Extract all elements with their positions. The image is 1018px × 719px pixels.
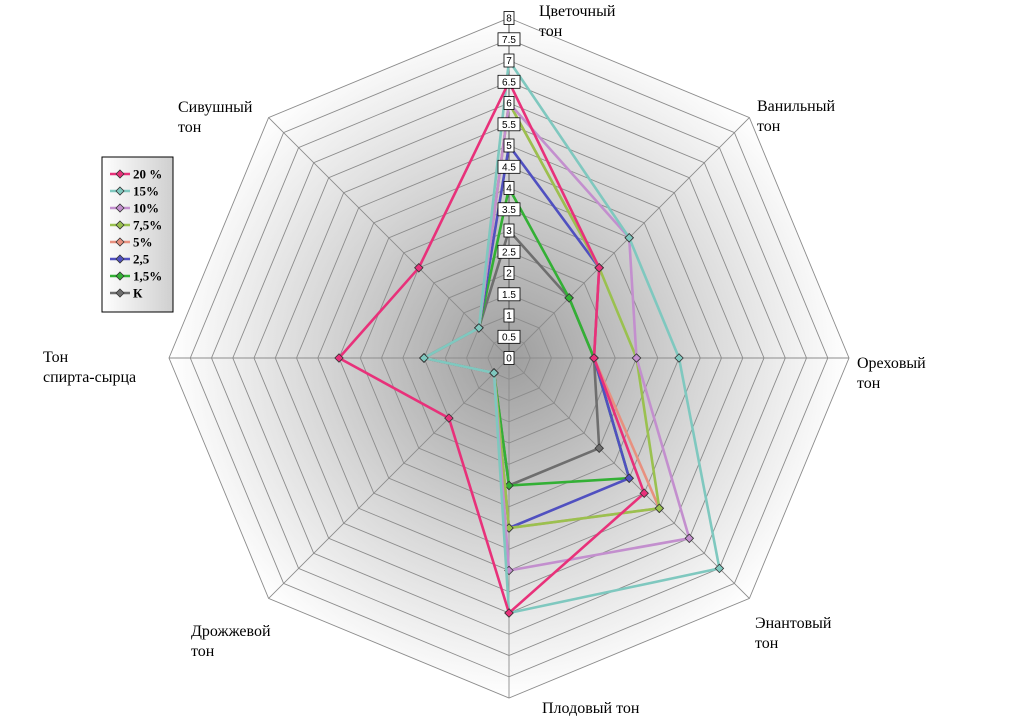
data-point-marker: [474, 323, 484, 333]
legend-label: 7,5%: [133, 218, 162, 233]
legend-swatch-marker: [115, 288, 125, 298]
data-point-marker: [674, 353, 684, 363]
tick-label: 4: [506, 184, 512, 195]
tick-label-box: [503, 138, 515, 153]
tick-label-box: [497, 32, 521, 47]
data-point-marker: [444, 413, 454, 423]
legend-items: 20 % 15% 10% 7,5% 5% 2,5 1,5% К: [110, 167, 162, 301]
tick-label-box: [497, 117, 521, 132]
axis-labels: Цветочный тон Ванильный тон Ореховый тон Энант…: [43, 3, 926, 717]
data-point-marker: [631, 353, 642, 363]
tick-label: 0: [506, 354, 512, 365]
tick-label-box: [497, 202, 521, 217]
legend-item: К: [110, 286, 143, 301]
legend-label: 1,5%: [133, 269, 162, 284]
axis-label-sivushny: Сивушный тон: [178, 99, 253, 136]
legend: 20 % 15% 10% 7,5% 5% 2,5 1,5% К: [101, 156, 174, 313]
axis-label-orehovy: Ореховый тон: [857, 355, 926, 392]
data-point-marker: [684, 533, 695, 544]
legend-swatch-marker: [115, 169, 125, 179]
tick-label: 0.5: [502, 332, 516, 343]
legend-item: 15%: [110, 184, 159, 199]
data-point-marker: [594, 263, 604, 273]
legend-label: 5%: [133, 235, 153, 250]
legend-swatch-marker: [115, 186, 125, 196]
data-point-marker: [624, 473, 634, 483]
data-point-marker: [564, 293, 574, 303]
data-point-marker: [639, 488, 649, 498]
tick-label: 3.5: [502, 205, 516, 216]
tick-label: 5: [506, 141, 512, 152]
axis-label-cvetochny: Цветочный тон: [539, 3, 616, 40]
data-point-marker: [714, 563, 725, 574]
tick-label-box: [503, 223, 515, 238]
legend-item: 20 %: [110, 167, 162, 182]
legend-swatch-marker: [115, 271, 125, 281]
legend-label: К: [133, 286, 143, 301]
legend-swatch-marker: [115, 237, 125, 247]
tick-label-box: [497, 159, 521, 174]
data-point-marker: [489, 368, 499, 378]
tick-label: 5.5: [502, 120, 516, 131]
tick-label-box: [497, 329, 521, 344]
axis-label-plodovy: Плодовый тон: [542, 700, 640, 717]
tick-label: 7: [506, 56, 512, 67]
tick-label: 7.5: [502, 35, 516, 46]
data-point-marker: [589, 353, 599, 363]
tick-label: 4.5: [502, 162, 516, 173]
tick-label: 6.5: [502, 77, 516, 88]
legend-item: 2,5: [110, 252, 150, 267]
tick-label: 1: [506, 311, 512, 322]
axis-label-drozhzhevoy: Дрожжевой тон: [191, 623, 271, 660]
tick-label: 8: [506, 14, 512, 25]
data-point-marker: [624, 233, 634, 243]
data-point-marker: [414, 263, 424, 273]
tick-label-box: [497, 74, 521, 89]
tick-label-box: [503, 308, 515, 323]
legend-item: 5%: [110, 235, 153, 250]
axis-label-vanilny: Ванильный тон: [757, 98, 835, 135]
legend-label: 2,5: [133, 252, 150, 267]
axis-spoke: [268, 117, 510, 359]
tick-label: 2.5: [502, 247, 516, 258]
legend-label: 20 %: [133, 167, 162, 182]
tick-label-box: [503, 96, 515, 110]
tick-label-box: [503, 11, 515, 25]
legend-label: 10%: [133, 201, 159, 216]
tick-label-box: [503, 181, 515, 195]
axis-spoke: [268, 357, 510, 599]
data-point-marker: [334, 353, 344, 363]
tick-label-box: [497, 287, 521, 302]
tick-label-box: [503, 266, 515, 280]
legend-item: 7,5%: [110, 218, 162, 233]
tick-label: 6: [506, 99, 512, 110]
tick-labels: 0 0.5 1 1.5 2 2.5 3 3.5 4 4.5 5 5.5 6 6.5 7 7.5 8: [497, 11, 521, 365]
legend-box: [101, 156, 174, 313]
data-point-marker: [594, 443, 604, 453]
series-layer: [334, 55, 725, 618]
data-point-marker: [419, 353, 429, 363]
data-point-marker: [504, 480, 514, 491]
tick-label: 3: [506, 226, 512, 237]
data-point-marker: [654, 503, 665, 514]
legend-item: 1,5%: [110, 269, 162, 284]
legend-item: 10%: [110, 201, 159, 216]
axis-label-spirt-syrec: Тон спирта-сырца: [43, 349, 136, 386]
tick-label-box: [497, 244, 521, 259]
tick-label: 1.5: [502, 290, 516, 301]
tick-label-box: [503, 351, 515, 365]
axis-label-enantovy: Энантовый тон: [755, 615, 832, 652]
legend-swatch-marker: [115, 203, 125, 213]
legend-swatch-marker: [115, 254, 125, 264]
data-point-marker: [504, 608, 514, 618]
legend-label: 15%: [133, 184, 159, 199]
tick-label-box: [503, 53, 515, 68]
tick-label: 2: [506, 269, 512, 280]
legend-swatch-marker: [115, 220, 125, 230]
